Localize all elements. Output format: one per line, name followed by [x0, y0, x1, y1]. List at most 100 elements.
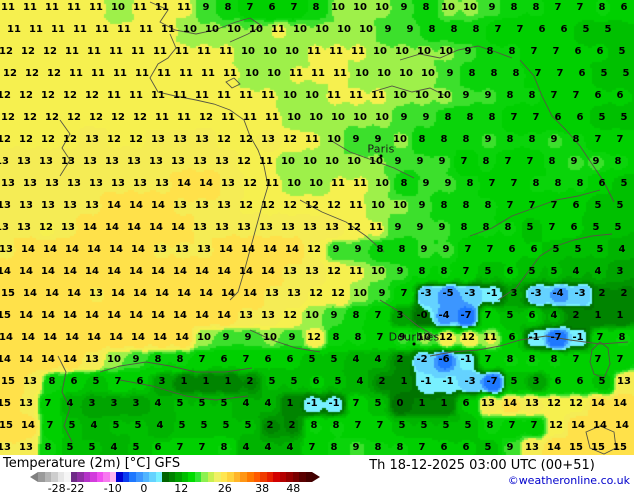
grid-value: 14	[129, 266, 143, 277]
grid-value: 13	[133, 178, 147, 189]
grid-value: 12	[85, 90, 99, 101]
grid-value: 12	[3, 68, 17, 79]
grid-value: 13	[287, 288, 301, 299]
grid-value: 11	[331, 178, 345, 189]
grid-value: 11	[483, 332, 497, 343]
grid-value: 8	[466, 178, 474, 189]
grid-value: 14	[109, 332, 123, 343]
grid-value: 9	[438, 156, 446, 167]
border-path-11	[399, 45, 513, 61]
grid-value: 10	[305, 310, 319, 321]
grid-value: 5	[528, 266, 536, 277]
grid-value: 14	[129, 200, 143, 211]
grid-value: 9	[396, 266, 404, 277]
grid-value: 6	[572, 200, 580, 211]
grid-value: 14	[87, 244, 101, 255]
grid-value: 7	[516, 24, 524, 35]
grid-value: -3	[464, 376, 476, 387]
grid-value: 9	[446, 68, 454, 79]
colorbar-swatch-16	[142, 472, 150, 482]
grid-value: 13	[105, 156, 119, 167]
grid-value: 14	[217, 310, 231, 321]
grid-value: 7	[510, 112, 518, 123]
colorbar-swatch-1	[44, 472, 52, 482]
grid-value: 8	[398, 244, 406, 255]
colorbar-swatch-39	[292, 472, 300, 482]
city-marker-dourbies	[412, 342, 416, 346]
grid-value: 10	[263, 46, 277, 57]
grid-value: 11	[135, 68, 149, 79]
grid-value: 12	[199, 112, 213, 123]
grid-value: 8	[450, 24, 458, 35]
grid-value: -7	[486, 376, 498, 387]
grid-value: 1	[286, 398, 294, 409]
grid-value: 13	[63, 200, 77, 211]
grid-value: 14	[591, 398, 605, 409]
grid-value: 12	[283, 200, 297, 211]
grid-value: 5	[618, 46, 626, 57]
grid-value: 13	[0, 442, 11, 453]
grid-value: -1	[460, 354, 472, 365]
border-path-18	[585, 425, 617, 455]
grid-value: 14	[45, 288, 59, 299]
grid-value: 14	[65, 332, 79, 343]
grid-value: 13	[259, 222, 273, 233]
grid-value: 12	[21, 46, 35, 57]
grid-value: 5	[290, 376, 298, 387]
colorbar-swatch-6	[77, 472, 84, 482]
grid-value: 4	[594, 266, 602, 277]
grid-value: 9	[352, 134, 360, 145]
grid-value: 3	[132, 398, 140, 409]
grid-value: 5	[92, 376, 100, 387]
grid-value: 7	[308, 442, 316, 453]
grid-value: 13	[305, 266, 319, 277]
grid-value: 11	[1, 2, 15, 13]
grid-value: 11	[265, 178, 279, 189]
grid-value: 14	[177, 288, 191, 299]
grid-value: 9	[332, 244, 340, 255]
grid-value: 13	[481, 398, 495, 409]
grid-value: 13	[149, 156, 163, 167]
grid-value: 6	[528, 310, 536, 321]
border-path-19	[225, 77, 241, 89]
grid-value: 8	[374, 442, 382, 453]
grid-value: 8	[468, 68, 476, 79]
grid-value: 7	[114, 376, 122, 387]
colorbar-swatch-35	[266, 472, 274, 482]
grid-value: -1	[528, 332, 540, 343]
grid-value: 10	[285, 46, 299, 57]
grid-value: 14	[19, 266, 33, 277]
grid-value: 6	[508, 332, 516, 343]
colorbar-swatch-2	[51, 472, 58, 482]
grid-value: 13	[195, 134, 209, 145]
grid-value: 11	[177, 2, 191, 13]
grid-value: 11	[67, 2, 81, 13]
grid-value: 10	[309, 112, 323, 123]
grid-value: 10	[227, 24, 241, 35]
grid-value: 1	[224, 376, 232, 387]
grid-value: 14	[195, 266, 209, 277]
grid-value: 6	[264, 354, 272, 365]
grid-value: 11	[157, 68, 171, 79]
colorbar-swatch-32	[247, 472, 254, 482]
colorbar-swatch-38	[286, 472, 293, 482]
grid-value: 7	[550, 90, 558, 101]
grid-value: 5	[484, 442, 492, 453]
grid-value: -1	[486, 288, 498, 299]
grid-value: 13	[1, 178, 15, 189]
grid-value: 14	[239, 266, 253, 277]
grid-value: 9	[488, 2, 496, 13]
grid-value: 1	[180, 376, 188, 387]
grid-value: 11	[223, 68, 237, 79]
grid-value: 6	[268, 2, 276, 13]
grid-value: 9	[592, 156, 600, 167]
grid-value: 13	[171, 156, 185, 167]
city-marker-paris	[379, 154, 383, 158]
temperature-map[interactable]: 11 11 11 11 11 10 11 11 11 9 8 7 6 7 8 10 10 10 9 8 10 10 9 8 8 7…	[0, 0, 634, 455]
grid-value: 12	[1, 112, 15, 123]
grid-value: 8	[396, 442, 404, 453]
grid-value: 14	[243, 288, 257, 299]
colorbar-swatch-37	[279, 472, 287, 482]
colorbar-tick--28: -28	[47, 482, 66, 495]
grid-value: 10	[325, 156, 339, 167]
